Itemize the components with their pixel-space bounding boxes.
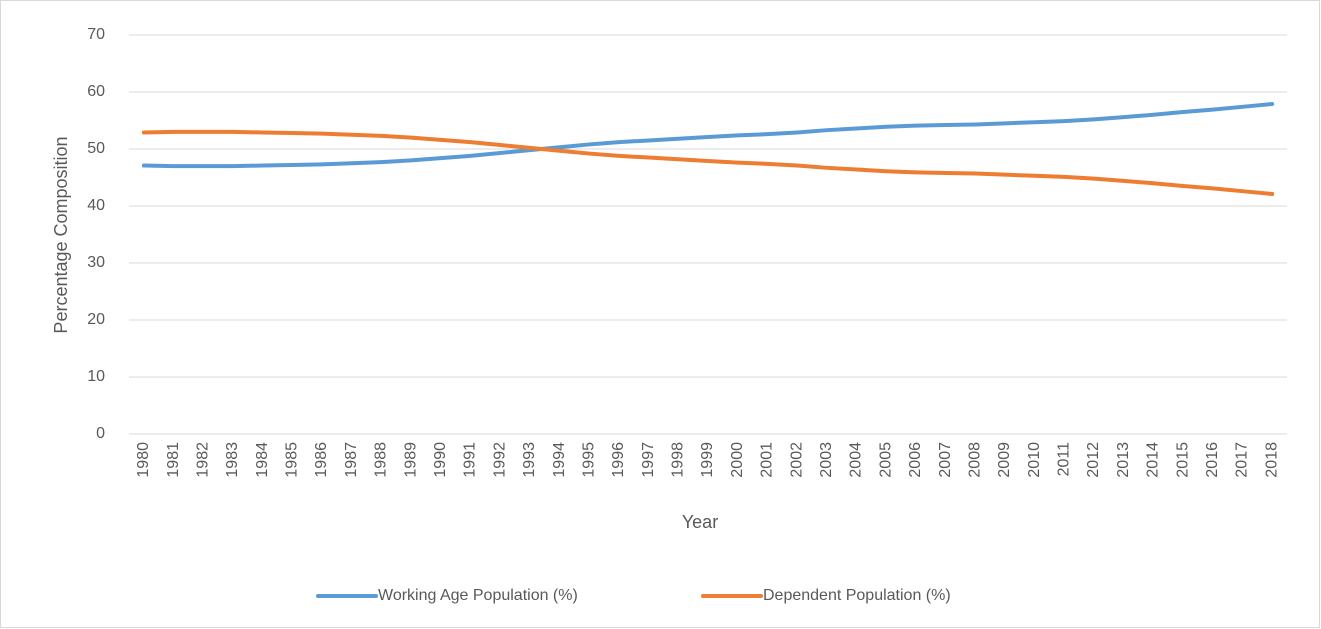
- y-tick-label: 70: [87, 26, 105, 43]
- x-tick-label: 1981: [165, 442, 182, 478]
- x-tick-label: 2002: [788, 442, 805, 478]
- y-tick-label: 40: [87, 197, 105, 214]
- x-tick-label: 1996: [610, 442, 627, 478]
- x-tick-label: 2013: [1115, 442, 1132, 478]
- legend-label: Dependent Population (%): [763, 587, 951, 604]
- x-tick-label: 1994: [551, 442, 568, 478]
- y-axis-title: Percentage Composition: [51, 136, 71, 333]
- y-tick-label: 60: [87, 83, 105, 100]
- x-tick-label: 1998: [670, 442, 687, 478]
- x-tick-label: 2005: [877, 442, 894, 478]
- x-tick-label: 1983: [224, 442, 241, 478]
- x-tick-label: 1988: [373, 442, 390, 478]
- y-tick-label: 50: [87, 140, 105, 157]
- x-tick-label: 1984: [254, 442, 271, 478]
- x-tick-label: 2009: [996, 442, 1013, 478]
- x-tick-label: 2016: [1204, 442, 1221, 478]
- x-tick-label: 1990: [432, 442, 449, 478]
- x-tick-label: 2007: [937, 442, 954, 478]
- x-tick-label: 1989: [402, 442, 419, 478]
- y-tick-label: 30: [87, 254, 105, 271]
- x-tick-label: 2000: [729, 442, 746, 478]
- x-tick-label: 1997: [640, 442, 657, 478]
- y-tick-label: 10: [87, 368, 105, 385]
- x-tick-label: 2018: [1263, 442, 1280, 478]
- x-tick-label: 2014: [1145, 442, 1162, 478]
- x-tick-label: 2015: [1174, 442, 1191, 478]
- legend-label: Working Age Population (%): [378, 587, 578, 604]
- x-tick-label: 1986: [313, 442, 330, 478]
- x-tick-label: 2012: [1085, 442, 1102, 478]
- data-line: [141, 101, 1275, 169]
- x-tick-label: 1992: [491, 442, 508, 478]
- x-tick-label: 2011: [1056, 442, 1073, 477]
- x-tick-label: 2008: [966, 442, 983, 478]
- x-tick-label: 2017: [1234, 442, 1251, 478]
- x-tick-label: 1987: [343, 442, 360, 478]
- y-tick-label: 0: [96, 425, 105, 442]
- y-tick-label: 20: [87, 311, 105, 328]
- x-tick-label: 1999: [699, 442, 716, 478]
- x-axis-title: Year: [682, 512, 718, 532]
- x-tick-label: 1980: [135, 442, 152, 478]
- x-tick-label: 2004: [848, 442, 865, 478]
- x-tick-label: 2003: [818, 442, 835, 478]
- x-tick-label: 1995: [580, 442, 597, 478]
- x-tick-label: 2001: [759, 442, 776, 478]
- x-tick-label: 2006: [907, 442, 924, 478]
- x-tick-label: 1982: [194, 442, 211, 478]
- x-tick-label: 2010: [1026, 442, 1043, 478]
- data-line: [141, 129, 1275, 197]
- x-tick-label: 1991: [462, 442, 479, 478]
- x-tick-label: 1985: [284, 442, 301, 478]
- x-tick-label: 1993: [521, 442, 538, 478]
